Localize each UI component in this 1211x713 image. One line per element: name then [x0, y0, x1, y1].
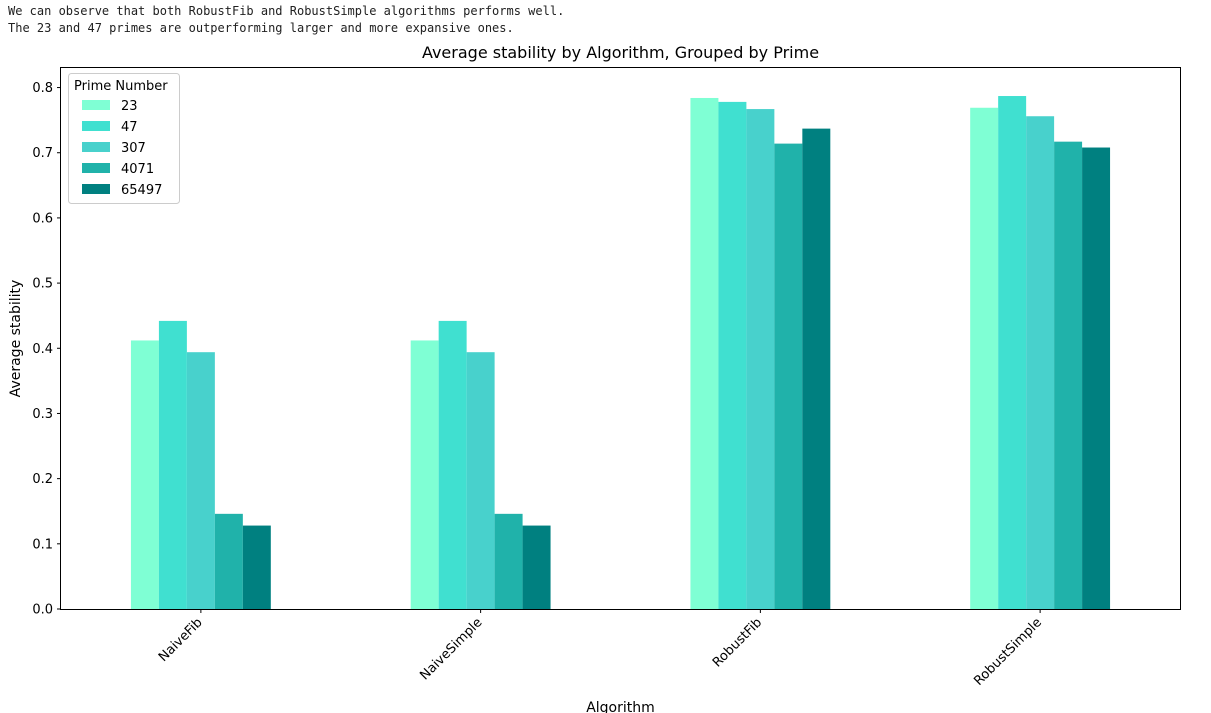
bar-RobustFib-47	[718, 101, 747, 609]
legend-label-47: 47	[121, 120, 138, 135]
bar-RobustSimple-65497	[1082, 147, 1111, 609]
y-tick-label: 0.1	[32, 537, 53, 552]
bar-NaiveSimple-4071	[494, 513, 523, 609]
notebook-output-text: We can observe that both RobustFib and R…	[8, 3, 564, 37]
note-line-1: We can observe that both RobustFib and R…	[8, 4, 565, 18]
legend-swatch-307	[82, 142, 110, 152]
legend-swatch-4071	[82, 163, 110, 173]
x-tick-label: NaiveSimple	[417, 615, 485, 683]
y-tick-label: 0.0	[32, 603, 53, 618]
y-tick-label: 0.5	[32, 277, 53, 292]
x-tick-label: NaiveFib	[156, 615, 206, 665]
bar-RobustFib-23	[690, 97, 719, 610]
y-tick-label: 0.8	[32, 81, 53, 96]
legend-swatch-47	[82, 121, 110, 131]
legend-label-307: 307	[121, 141, 146, 156]
y-axis: 0.0 0.1 0.2 0.3 0.4 0.5 0.6 0.7 0.8	[32, 81, 61, 618]
legend-title: Prime Number	[74, 79, 168, 94]
bar-RobustSimple-307	[1026, 116, 1055, 609]
bar-RobustFib-307	[746, 109, 775, 610]
bars-layer	[130, 96, 1111, 610]
x-tick-label: RobustSimple	[971, 615, 1045, 689]
y-tick-label: 0.4	[32, 342, 53, 357]
bar-NaiveFib-4071	[214, 513, 243, 609]
legend-label-4071: 4071	[121, 162, 154, 177]
bar-NaiveSimple-307	[466, 352, 495, 609]
y-tick-label: 0.2	[32, 472, 53, 487]
chart-title: Average stability by Algorithm, Grouped …	[422, 43, 819, 62]
bar-RobustSimple-47	[998, 96, 1027, 609]
y-tick-label: 0.3	[32, 407, 53, 422]
bar-RobustSimple-23	[970, 107, 999, 609]
bar-RobustSimple-4071	[1054, 141, 1083, 609]
bar-NaiveSimple-65497	[522, 525, 551, 609]
bar-NaiveSimple-47	[438, 320, 467, 609]
legend-label-65497: 65497	[121, 183, 162, 198]
legend-swatch-65497	[82, 184, 110, 194]
bar-NaiveFib-47	[158, 320, 187, 609]
bar-RobustFib-65497	[802, 128, 831, 609]
bar-NaiveSimple-23	[410, 340, 439, 609]
bar-NaiveFib-23	[130, 340, 159, 609]
x-axis: NaiveFib NaiveSimple RobustFib RobustSimple	[156, 609, 1045, 689]
y-tick-label: 0.6	[32, 211, 53, 226]
plot-frame	[60, 67, 1181, 610]
note-line-2: The 23 and 47 primes are outperforming l…	[8, 21, 514, 35]
legend-swatch-23	[82, 100, 110, 110]
x-axis-label: Algorithm	[586, 700, 655, 713]
x-tick-label: RobustFib	[710, 615, 765, 670]
y-axis-label: Average stability	[8, 280, 24, 398]
bar-NaiveFib-307	[186, 352, 215, 609]
legend-label-23: 23	[121, 99, 138, 114]
bar-RobustFib-4071	[774, 143, 803, 610]
bar-NaiveFib-65497	[242, 525, 271, 609]
legend: Prime Number 23 47 307 4071 65497	[68, 73, 180, 204]
y-tick-label: 0.7	[32, 146, 53, 161]
